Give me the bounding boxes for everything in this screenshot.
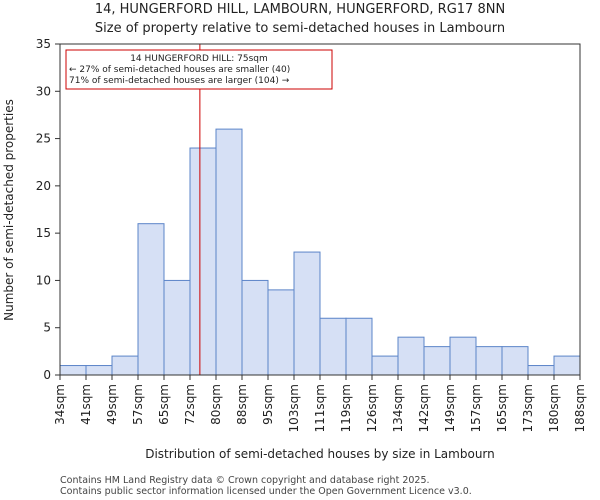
bar (137, 223, 165, 376)
x-tick-label: 149sqm (443, 384, 457, 432)
bar (241, 279, 269, 376)
x-axis-ticks: 34sqm 41sqm 49sqm 57sqm 65sqm 72sqm 80sqm 88sqm… (53, 375, 587, 432)
bar (371, 355, 399, 376)
annotation-line-3: 71% of semi-detached houses are larger (… (69, 76, 290, 86)
annotation-line-1: 14 HUNGERFORD HILL: 75sqm (130, 54, 268, 64)
footer-line-2: Contains public sector information licen… (60, 486, 472, 497)
chart-subtitle: Size of property relative to semi-detach… (95, 21, 505, 36)
x-tick-label: 126sqm (365, 384, 379, 432)
x-tick-label: 119sqm (339, 384, 353, 432)
x-tick-label: 88sqm (235, 384, 249, 425)
bar (111, 355, 139, 376)
bar (267, 289, 295, 376)
x-tick-label: 142sqm (417, 384, 431, 432)
bar (501, 346, 529, 376)
footer-line-1: Contains HM Land Registry data © Crown c… (60, 475, 430, 486)
x-axis-label: Distribution of semi-detached houses by … (145, 447, 495, 461)
plot-frame (59, 43, 581, 376)
x-tick-label: 72sqm (183, 384, 197, 425)
bar (85, 365, 113, 376)
x-tick-label: 173sqm (521, 384, 535, 432)
x-tick-label: 80sqm (209, 384, 223, 425)
x-tick-label: 134sqm (391, 384, 405, 432)
annotation-line-2: ← 27% of semi-detached houses are smalle… (69, 65, 290, 75)
bar (397, 336, 425, 376)
x-tick-label: 180sqm (547, 384, 561, 432)
bar (189, 147, 217, 376)
y-axis-ticks: 0 5 10 15 20 25 30 35 (36, 37, 60, 382)
y-tick-label: 25 (36, 132, 51, 146)
x-tick-label: 49sqm (105, 384, 119, 425)
bars-group (59, 128, 581, 376)
x-tick-label: 41sqm (79, 384, 93, 425)
y-tick-label: 5 (43, 321, 51, 335)
y-tick-label: 15 (36, 226, 51, 240)
bar (423, 346, 451, 376)
y-tick-label: 20 (36, 179, 51, 193)
x-tick-label: 165sqm (495, 384, 509, 432)
bar (319, 317, 347, 376)
bar (553, 355, 581, 376)
y-axis-label: Number of semi-detached properties (2, 99, 16, 321)
bar (475, 346, 503, 376)
x-tick-label: 111sqm (313, 384, 327, 432)
y-tick-label: 10 (36, 273, 51, 287)
x-tick-label: 57sqm (131, 384, 145, 425)
chart-title: 14, HUNGERFORD HILL, LAMBOURN, HUNGERFOR… (95, 2, 505, 17)
annotation-box (65, 49, 333, 90)
x-tick-label: 157sqm (469, 384, 483, 432)
y-tick-label: 35 (36, 37, 51, 51)
bar (163, 279, 191, 376)
bar (527, 365, 555, 376)
y-tick-label: 0 (43, 368, 51, 382)
x-tick-label: 188sqm (573, 384, 587, 432)
x-tick-label: 65sqm (157, 384, 171, 425)
x-tick-label: 103sqm (287, 384, 301, 432)
y-tick-label: 30 (36, 84, 51, 98)
bar (59, 365, 87, 376)
bar (345, 317, 373, 376)
bar (215, 128, 243, 376)
bar (449, 336, 477, 376)
x-tick-label: 95sqm (261, 384, 275, 425)
x-tick-label: 34sqm (53, 384, 67, 425)
bar (293, 251, 321, 376)
